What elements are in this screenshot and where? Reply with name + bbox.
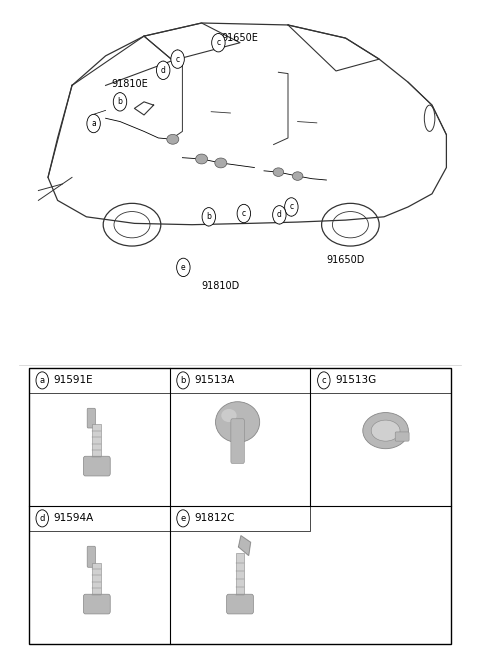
Text: 91812C: 91812C: [194, 513, 235, 524]
Bar: [29, 368, 169, 393]
Ellipse shape: [196, 154, 208, 164]
Bar: [169, 368, 311, 393]
FancyBboxPatch shape: [84, 594, 110, 614]
Ellipse shape: [215, 158, 227, 168]
Text: b: b: [206, 212, 211, 221]
Text: c: c: [242, 209, 246, 218]
Bar: [236, 553, 244, 596]
Text: a: a: [91, 119, 96, 128]
Text: a: a: [40, 376, 45, 385]
Text: 91594A: 91594A: [54, 513, 94, 524]
FancyBboxPatch shape: [227, 594, 253, 614]
Text: 91810D: 91810D: [202, 281, 240, 291]
Text: 91513A: 91513A: [194, 375, 235, 386]
Text: b: b: [118, 97, 122, 106]
Text: d: d: [161, 66, 166, 75]
Text: 91650E: 91650E: [222, 33, 258, 43]
Circle shape: [113, 93, 127, 111]
Bar: [29, 368, 451, 644]
Circle shape: [177, 372, 189, 389]
Ellipse shape: [216, 401, 260, 442]
Text: 91591E: 91591E: [54, 375, 94, 386]
Ellipse shape: [167, 135, 179, 145]
Circle shape: [273, 206, 286, 224]
Circle shape: [171, 50, 184, 68]
Polygon shape: [239, 535, 251, 555]
Circle shape: [202, 208, 216, 226]
Circle shape: [156, 61, 170, 79]
Text: d: d: [277, 210, 282, 219]
FancyBboxPatch shape: [87, 408, 96, 428]
FancyBboxPatch shape: [395, 432, 409, 441]
Circle shape: [318, 372, 330, 389]
Text: c: c: [216, 38, 220, 47]
Text: 91810E: 91810E: [111, 79, 148, 89]
Ellipse shape: [363, 413, 408, 449]
Text: c: c: [322, 376, 326, 385]
Bar: [93, 563, 101, 596]
Ellipse shape: [273, 168, 284, 177]
Bar: [93, 424, 101, 458]
Circle shape: [87, 114, 100, 133]
Ellipse shape: [292, 172, 303, 181]
Circle shape: [237, 204, 251, 223]
Circle shape: [177, 258, 190, 277]
Bar: [311, 368, 451, 393]
Text: c: c: [289, 202, 293, 212]
Circle shape: [177, 510, 189, 527]
Text: b: b: [180, 376, 186, 385]
Text: e: e: [181, 263, 186, 272]
Circle shape: [36, 372, 48, 389]
Text: c: c: [176, 55, 180, 64]
Ellipse shape: [221, 409, 237, 422]
Text: 91513G: 91513G: [336, 375, 377, 386]
FancyBboxPatch shape: [87, 546, 96, 567]
Circle shape: [285, 198, 298, 216]
FancyBboxPatch shape: [231, 419, 244, 463]
FancyBboxPatch shape: [84, 456, 110, 476]
Circle shape: [36, 510, 48, 527]
Circle shape: [212, 34, 225, 52]
Bar: [29, 506, 169, 531]
Text: d: d: [39, 514, 45, 523]
Bar: [169, 506, 311, 531]
Ellipse shape: [371, 420, 400, 441]
Text: 91650D: 91650D: [326, 254, 365, 265]
Text: e: e: [180, 514, 186, 523]
